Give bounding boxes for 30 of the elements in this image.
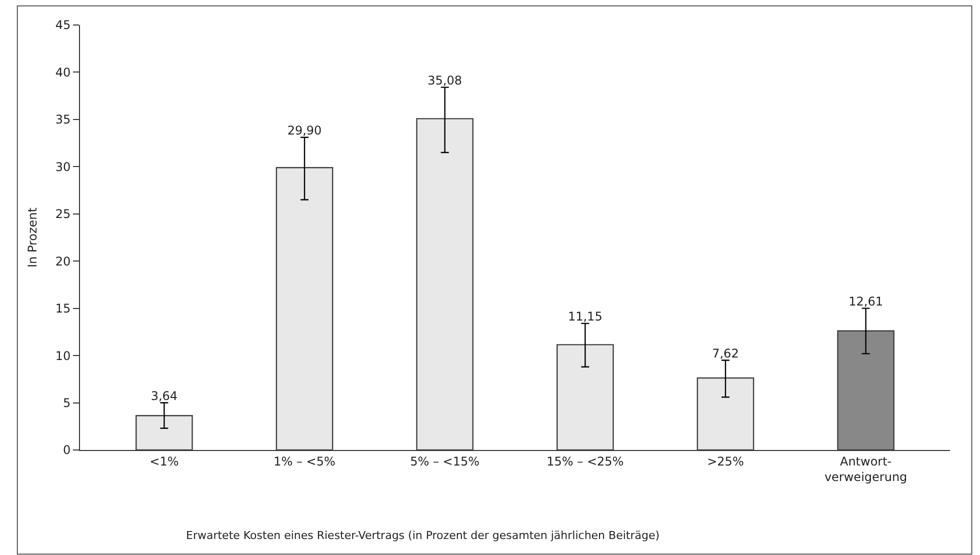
data-label: 3,64: [150, 388, 178, 403]
y-tick-label: 45: [55, 18, 71, 32]
x-axis-title: Erwartete Kosten eines Riester-Vertrags (in Prozent der gesamten jährlichen Beiträge): [186, 529, 660, 542]
bar: [276, 167, 334, 450]
y-tick-label: 10: [55, 348, 71, 363]
y-tick-label: 35: [55, 112, 71, 127]
x-tick-label: Antwort- verweigerung: [824, 454, 908, 484]
bar: [837, 330, 894, 450]
data-label: 11,15: [568, 309, 602, 324]
bar: [556, 344, 614, 450]
y-tick-label: 5: [62, 396, 71, 410]
bar: [416, 118, 474, 450]
data-label: 7,62: [712, 346, 739, 360]
y-tick-label: 0: [62, 443, 71, 458]
data-label: 35,08: [428, 73, 462, 88]
y-tick-label: 15: [55, 302, 71, 316]
y-axis-title: In Prozent: [26, 207, 40, 268]
data-label: 29,90: [287, 123, 322, 138]
y-tick-label: 30: [55, 160, 71, 174]
data-label: 12,61: [848, 294, 883, 308]
y-tick-label: 25: [55, 207, 71, 222]
bar: [696, 377, 754, 450]
x-tick-label: >25%: [707, 454, 744, 468]
x-tick-label: <1%: [150, 454, 179, 468]
x-tick-label: 1% – <5%: [274, 454, 336, 468]
y-tick-label: 40: [55, 65, 71, 80]
bar: [136, 415, 193, 450]
y-tick-label: 20: [55, 254, 71, 268]
x-tick-label: 15% – <25%: [546, 454, 624, 468]
x-tick-label: 5% – <15%: [410, 454, 480, 468]
